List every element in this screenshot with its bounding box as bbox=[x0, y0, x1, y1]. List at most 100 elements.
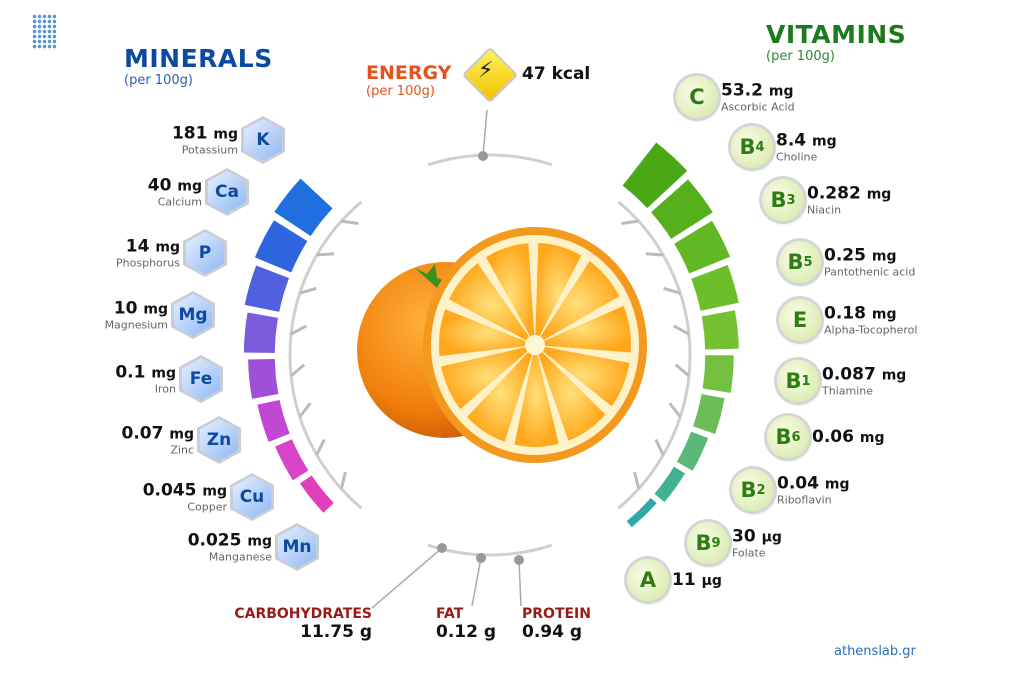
vitamin-bar-b1 bbox=[702, 354, 735, 394]
vitamin-subscript: 3 bbox=[786, 192, 796, 208]
vitamin-letter: B bbox=[775, 425, 792, 449]
vitamin-unit: mg bbox=[871, 248, 897, 265]
mineral-amount: 0.07 bbox=[121, 423, 164, 444]
scale-tick bbox=[633, 471, 641, 490]
mineral-unit: mg bbox=[202, 483, 227, 500]
scale-tick bbox=[290, 363, 306, 378]
scale-tick bbox=[339, 471, 347, 490]
vitamin-letter: B bbox=[695, 531, 712, 555]
mineral-item: 0.07 mg Zinc bbox=[122, 424, 194, 457]
macro-label: CARBOHYDRATES bbox=[234, 606, 372, 622]
orange-segment bbox=[441, 345, 535, 410]
vitamin-bar-a bbox=[626, 497, 658, 528]
vitamin-name: Folate bbox=[732, 546, 766, 560]
vitamin-letter: B bbox=[787, 250, 804, 274]
vitamin-item: 0.04 mg Riboflavin bbox=[777, 474, 849, 507]
macro-label: FAT bbox=[436, 606, 464, 622]
macro-value: 11.75 g bbox=[300, 622, 372, 642]
energy-title: ENERGY bbox=[366, 62, 452, 84]
vitamin-bars bbox=[622, 141, 740, 528]
mineral-name: Zinc bbox=[170, 443, 194, 457]
vitamin-subscript: 2 bbox=[756, 482, 766, 498]
mineral-name: Copper bbox=[187, 500, 227, 514]
orange-segment bbox=[514, 345, 559, 447]
scale-tick bbox=[668, 402, 682, 418]
mineral-name: Calcium bbox=[157, 195, 202, 209]
vitamin-subscript: 5 bbox=[803, 254, 813, 270]
vitamin-unit: mg bbox=[859, 430, 885, 446]
left-scale-arc bbox=[288, 200, 363, 510]
scale-tick bbox=[645, 252, 664, 257]
vitamin-item: 0.087 mg Thiamine bbox=[822, 365, 906, 398]
leader-dot bbox=[478, 151, 488, 161]
vitamin-amount: 53.2 bbox=[721, 80, 763, 101]
vitamin-subscript: 1 bbox=[801, 373, 811, 389]
vitamin-unit: mg bbox=[824, 476, 850, 493]
macro-value: 0.94 g bbox=[522, 622, 583, 642]
vitamin-item: 8.4 mg Choline bbox=[776, 131, 837, 164]
energy-value: 47 kcal bbox=[522, 64, 591, 84]
vitamin-badge-a: A bbox=[627, 559, 669, 601]
orange-segment bbox=[535, 305, 632, 353]
vitamin-subscript: 9 bbox=[711, 535, 721, 551]
mineral-item: 40 mg Calcium bbox=[148, 176, 202, 209]
scale-tick bbox=[341, 219, 359, 225]
scale-tick bbox=[298, 402, 312, 418]
vitamin-bar-b5 bbox=[690, 264, 740, 312]
orange-segment bbox=[449, 263, 535, 345]
orange-segment bbox=[535, 243, 582, 345]
vitamin-amount: 11 bbox=[672, 570, 696, 590]
mineral-amount: 0.045 bbox=[142, 480, 197, 501]
vitamin-letter: E bbox=[792, 308, 808, 332]
scale-tick bbox=[316, 252, 335, 257]
orange-segments bbox=[439, 243, 632, 447]
vitamin-unit: mg bbox=[768, 83, 794, 100]
vitamin-name: Ascorbic Acid bbox=[721, 100, 795, 114]
mineral-amount: 10 bbox=[113, 298, 138, 319]
minerals-title: MINERALS bbox=[124, 44, 273, 73]
mineral-bar-k bbox=[273, 178, 334, 237]
mineral-item: 0.045 mg Copper bbox=[143, 481, 227, 514]
mineral-item: 0.025 mg Manganese bbox=[188, 531, 272, 564]
vitamin-item: 53.2 mg Ascorbic Acid bbox=[721, 81, 795, 114]
mineral-badge-mn: Mn bbox=[275, 523, 319, 571]
vitamin-letter: A bbox=[639, 568, 657, 592]
energy-header: ENERGY (per 100g) bbox=[366, 62, 451, 99]
mineral-bar-mg bbox=[243, 311, 279, 354]
orange-segment bbox=[535, 345, 630, 407]
vitamin-unit: mg bbox=[871, 306, 897, 323]
vitamin-name: Choline bbox=[776, 150, 818, 164]
orange-segment bbox=[439, 309, 535, 356]
mineral-bar-zn bbox=[256, 399, 291, 443]
leader-line bbox=[371, 547, 443, 609]
logo-icon bbox=[32, 14, 56, 50]
mineral-bar-cu bbox=[274, 438, 310, 481]
mineral-bar-mn bbox=[299, 474, 335, 514]
orange-illustration bbox=[357, 227, 647, 463]
orange-segment bbox=[467, 345, 535, 442]
vitamin-item: 11 µg bbox=[672, 570, 722, 590]
vitamin-amount: 0.18 bbox=[824, 303, 866, 324]
vitamin-unit: µg bbox=[701, 573, 722, 589]
mineral-badge-p: P bbox=[183, 229, 227, 277]
vitamin-subscript: 6 bbox=[791, 429, 801, 445]
scale-tick bbox=[672, 324, 690, 336]
scale-tick bbox=[299, 286, 317, 295]
vitamin-amount: 0.282 bbox=[807, 183, 861, 204]
vitamin-subscript: 4 bbox=[755, 139, 765, 155]
orange-segment bbox=[535, 345, 606, 441]
vitamin-unit: mg bbox=[812, 133, 837, 150]
mineral-unit: mg bbox=[143, 301, 168, 318]
credit-link[interactable]: athenslab.gr bbox=[834, 644, 916, 659]
vitamin-item: 0.18 mg Alpha-Tocopherol bbox=[824, 304, 917, 337]
scale-tick bbox=[290, 324, 308, 336]
vitamin-amount: 0.04 bbox=[777, 473, 819, 494]
leader-dot bbox=[514, 555, 524, 565]
top-scale-arc bbox=[427, 153, 553, 167]
